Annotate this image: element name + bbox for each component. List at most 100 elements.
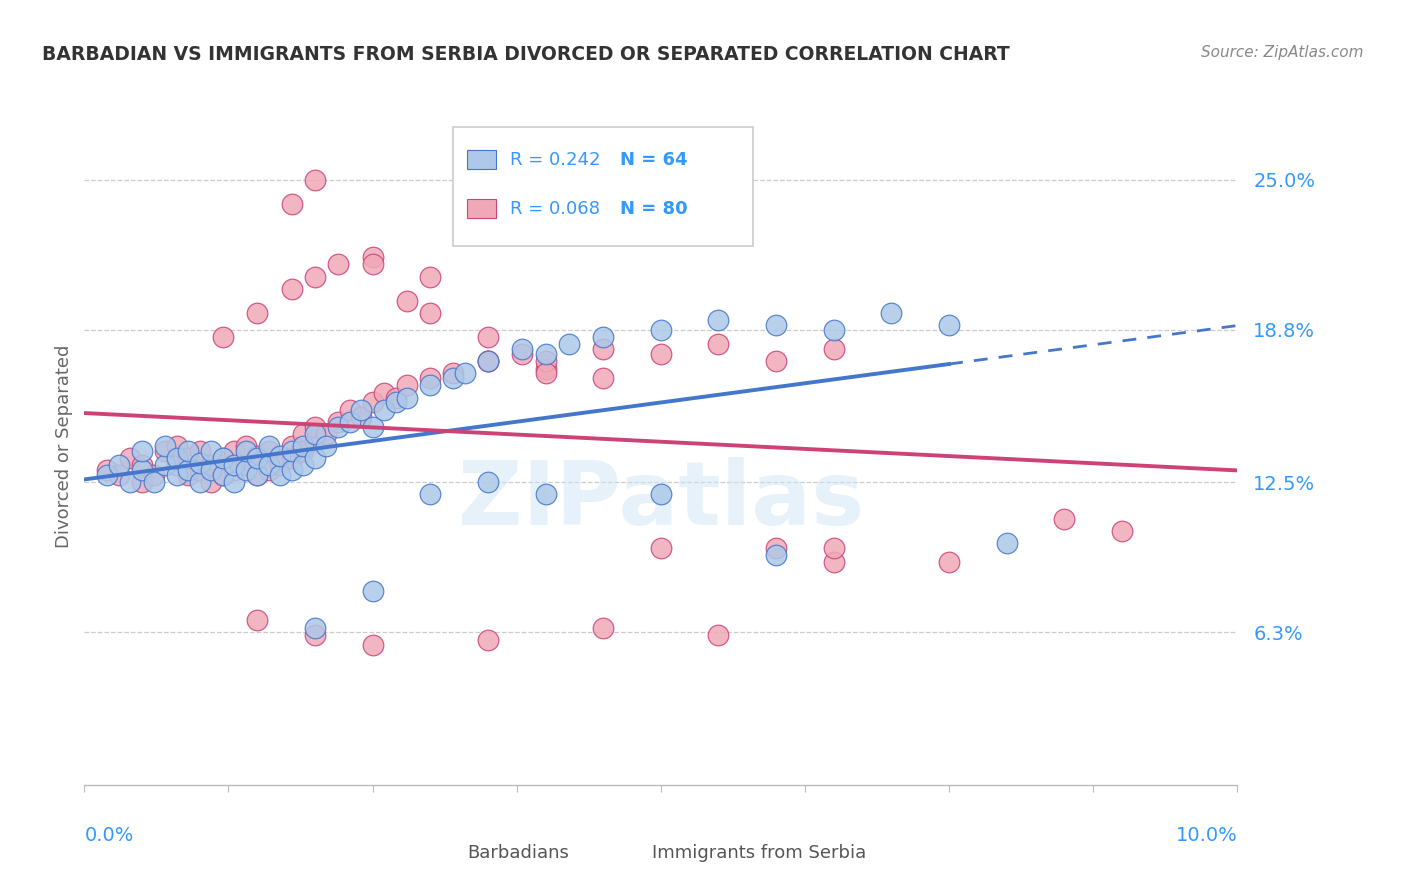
Bar (609, 843, 641, 865)
Bar (425, 843, 457, 865)
Point (224, 458, 246, 473)
Point (592, 342, 614, 356)
Point (211, 468, 233, 483)
Point (765, 318, 787, 332)
Point (650, 347, 672, 361)
Point (361, 257, 384, 271)
Point (211, 451, 233, 466)
Point (1111, 524, 1133, 538)
Point (257, 463, 280, 477)
Point (257, 439, 280, 453)
Point (153, 458, 176, 473)
Point (350, 402, 373, 417)
Point (153, 443, 176, 458)
Point (326, 257, 349, 271)
Point (350, 409, 373, 424)
Point (938, 555, 960, 569)
Point (235, 443, 257, 458)
Point (292, 426, 315, 441)
Point (281, 197, 304, 211)
Y-axis label: Divorced or Separated: Divorced or Separated (55, 344, 73, 548)
Text: Barbadians: Barbadians (467, 845, 569, 863)
Point (224, 475, 246, 490)
Point (188, 463, 211, 477)
Point (477, 354, 499, 368)
Point (995, 536, 1018, 550)
Point (339, 402, 361, 417)
Point (512, 347, 534, 361)
Point (200, 443, 222, 458)
Point (246, 449, 269, 463)
Point (108, 458, 131, 473)
Point (246, 468, 269, 483)
Point (1053, 511, 1076, 525)
Point (384, 391, 406, 405)
Point (361, 395, 384, 409)
Point (823, 555, 845, 569)
Point (269, 449, 291, 463)
Bar (467, 199, 496, 219)
Point (707, 628, 730, 642)
Point (304, 628, 326, 642)
Text: 0.0%: 0.0% (84, 826, 134, 845)
Point (477, 632, 499, 647)
Point (707, 337, 730, 351)
Point (315, 426, 337, 441)
Point (200, 463, 222, 477)
Point (477, 475, 499, 490)
Point (211, 330, 233, 344)
Point (304, 269, 326, 284)
Point (96, 463, 118, 477)
Point (166, 458, 188, 473)
Point (120, 451, 142, 466)
Point (326, 415, 349, 429)
Point (592, 621, 614, 635)
Point (235, 439, 257, 453)
Point (131, 443, 153, 458)
Point (166, 468, 188, 483)
Point (257, 458, 280, 473)
Point (441, 367, 464, 381)
Point (211, 451, 233, 466)
Point (512, 342, 534, 356)
Point (326, 419, 349, 434)
Point (281, 443, 304, 458)
Point (246, 468, 269, 483)
Point (166, 439, 188, 453)
Point (304, 434, 326, 449)
Point (373, 385, 395, 400)
Point (419, 487, 441, 501)
Point (823, 323, 845, 337)
Point (592, 330, 614, 344)
Point (292, 458, 315, 473)
Point (557, 337, 579, 351)
Point (281, 451, 304, 466)
Point (396, 391, 419, 405)
Point (188, 475, 211, 490)
Point (281, 282, 304, 296)
Point (235, 463, 257, 477)
Point (361, 584, 384, 599)
Point (441, 371, 464, 385)
Point (534, 354, 557, 368)
Point (419, 269, 441, 284)
FancyBboxPatch shape (453, 128, 754, 246)
Point (361, 419, 384, 434)
Point (650, 323, 672, 337)
Point (938, 318, 960, 332)
Point (304, 451, 326, 466)
Point (188, 456, 211, 470)
Text: Source: ZipAtlas.com: Source: ZipAtlas.com (1201, 45, 1364, 60)
Point (292, 443, 315, 458)
Point (384, 395, 406, 409)
Point (361, 638, 384, 652)
Point (361, 250, 384, 264)
Point (166, 451, 188, 466)
Point (373, 402, 395, 417)
Point (419, 306, 441, 320)
Point (304, 419, 326, 434)
Point (765, 541, 787, 555)
Point (765, 354, 787, 368)
Point (224, 463, 246, 477)
Point (650, 541, 672, 555)
